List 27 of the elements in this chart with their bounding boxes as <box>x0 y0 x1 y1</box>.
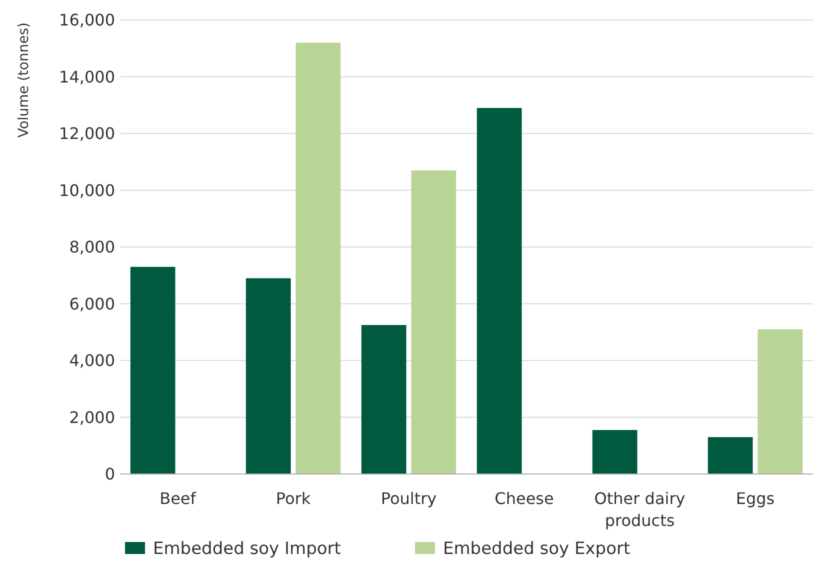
bar <box>130 266 176 474</box>
bar <box>246 278 291 474</box>
x-tick-label: Eggs <box>736 489 775 508</box>
y-tick-label: 0 <box>104 464 115 484</box>
y-tick-label: 2,000 <box>69 408 115 427</box>
y-axis-title: Volume (tonnes) <box>16 22 32 138</box>
y-tick-label: 4,000 <box>69 351 115 370</box>
y-tick-label: 10,000 <box>59 180 115 200</box>
y-tick-label: 16,000 <box>59 10 115 30</box>
bar <box>758 329 803 474</box>
x-tick-label: Cheese <box>494 489 554 508</box>
x-tick-label: Beef <box>160 489 196 508</box>
y-tick-label: 8,000 <box>69 238 115 257</box>
y-tick-label: 14,000 <box>59 67 115 86</box>
y-tick-label: 12,000 <box>59 124 115 144</box>
bar <box>592 430 638 474</box>
legend-label: Embedded soy Export <box>443 538 630 559</box>
x-tick-label: Poultry <box>380 489 437 508</box>
y-tick-label: 6,000 <box>69 294 115 314</box>
bar <box>411 170 456 474</box>
x-tick-label: Pork <box>276 489 312 508</box>
legend-label: Embedded soy Import <box>153 538 342 559</box>
bar <box>361 325 406 474</box>
x-tick-label: Other dairy products <box>594 489 686 530</box>
bar <box>296 42 341 474</box>
bar <box>476 108 522 474</box>
bar <box>708 437 753 474</box>
